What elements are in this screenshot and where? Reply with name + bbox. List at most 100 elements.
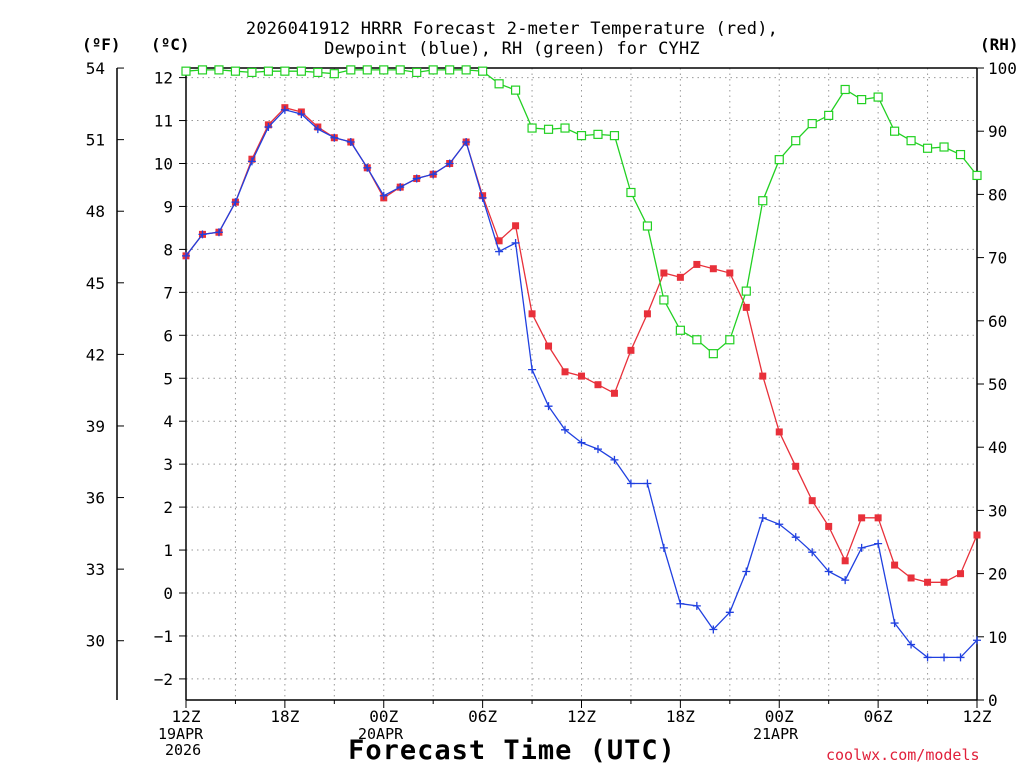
rh-point	[955, 149, 966, 160]
rh-point	[791, 136, 801, 146]
rh-point	[758, 196, 768, 206]
rh-point	[247, 67, 257, 78]
celsius-tick-label: 10	[154, 155, 173, 174]
rh-point	[609, 131, 620, 141]
temperature-point	[676, 273, 684, 281]
x-tick-label: 00Z	[765, 707, 794, 726]
temperature-point	[874, 514, 882, 522]
rh-point	[494, 79, 504, 89]
dewpoint-point	[445, 159, 454, 168]
rh-point	[840, 84, 850, 95]
rh-tick-label: 70	[988, 249, 1007, 268]
fahrenheit-tick-label: 39	[86, 417, 105, 436]
rh-tick-label: 90	[988, 122, 1007, 141]
rh-axis-label: (RH)	[980, 35, 1019, 54]
celsius-tick-label: 0	[163, 584, 173, 603]
dewpoint-point	[659, 543, 668, 552]
celsius-tick-label: 7	[163, 283, 173, 302]
rh-point	[461, 65, 471, 75]
rh-point	[560, 123, 570, 133]
dewpoint-point	[709, 625, 718, 634]
celsius-tick-label: 11	[154, 112, 173, 131]
rh-point	[692, 335, 702, 345]
dewpoint-point	[264, 122, 273, 131]
fahrenheit-tick-label: 45	[86, 274, 105, 293]
dewpoint-point	[808, 548, 817, 557]
dewpoint-point	[956, 653, 965, 662]
rh-point	[741, 286, 751, 296]
temperature-point	[726, 269, 734, 277]
rh-point	[181, 66, 191, 76]
dewpoint-point	[214, 228, 223, 237]
dewpoint-point	[791, 533, 800, 542]
celsius-tick-label: 9	[163, 197, 173, 216]
temperature-point	[742, 303, 750, 311]
rh-point	[263, 66, 273, 76]
temperature-point	[924, 578, 932, 586]
dewpoint-point	[758, 513, 767, 522]
dewpoint-point	[643, 479, 652, 488]
rh-point	[873, 92, 883, 102]
fahrenheit-tick-label: 48	[86, 202, 105, 221]
rh-point	[313, 67, 323, 78]
dewpoint-point	[841, 576, 850, 585]
temperature-point	[940, 578, 948, 586]
dewpoint-point	[577, 438, 586, 447]
chart-title-line-1: 2026041912 HRRR Forecast 2-meter Tempera…	[245, 19, 779, 39]
dewpoint-point	[940, 653, 949, 662]
x-tick-label: 06Z	[468, 707, 497, 726]
dewpoint-point	[280, 105, 289, 114]
temperature-point	[759, 372, 767, 380]
temperature-point	[578, 372, 585, 380]
rh-point	[346, 65, 356, 75]
dewpoint-series	[182, 105, 981, 662]
x-tick-label: 12Z	[172, 707, 201, 726]
celsius-tick-label: 12	[154, 69, 173, 88]
fahrenheit-tick-label: 36	[86, 489, 105, 508]
rh-tick-label: 10	[988, 628, 1007, 647]
temperature-point	[792, 462, 800, 470]
x-tick-label: 18Z	[270, 707, 299, 726]
dewpoint-point	[874, 539, 883, 548]
celsius-tick-label: 3	[163, 455, 173, 474]
temperature-point	[825, 522, 833, 530]
rh-point	[576, 131, 587, 141]
celsius-axis-label: (ºC)	[151, 35, 190, 54]
dewpoint-point	[247, 157, 256, 166]
temperature-point	[841, 557, 849, 565]
temperature-point	[495, 237, 503, 245]
rh-point	[362, 65, 372, 75]
dewpoint-point	[561, 425, 570, 434]
rh-point	[395, 65, 405, 75]
rh-point	[774, 155, 784, 165]
rh-tick-label: 100	[988, 59, 1017, 78]
celsius-tick-label: 2	[163, 498, 173, 517]
dewpoint-point	[478, 193, 487, 202]
temperature-point	[973, 531, 981, 539]
dewpoint-point	[923, 653, 932, 662]
dewpoint-point	[182, 251, 190, 260]
rh-point	[906, 136, 916, 146]
rh-point	[379, 65, 389, 75]
dewpoint-point	[593, 445, 602, 454]
celsius-tick-label: 4	[163, 412, 173, 431]
dewpoint-point	[412, 174, 421, 183]
dewpoint-point	[775, 520, 784, 529]
rh-point	[280, 66, 290, 76]
x-tick-label: 12Z	[963, 707, 992, 726]
rh-point	[824, 110, 834, 121]
rh-point	[857, 94, 867, 105]
fahrenheit-tick-label: 33	[86, 560, 105, 579]
rh-tick-label: 60	[988, 312, 1007, 331]
chart-title-line-2: Dewpoint (blue), RH (green) for CYHZ	[324, 39, 700, 59]
dewpoint-point	[313, 125, 322, 134]
rh-tick-label: 0	[988, 691, 998, 710]
temperature-point	[660, 269, 668, 277]
rh-point	[675, 325, 685, 335]
x-tick-label: 00Z	[369, 707, 398, 726]
temperature-point	[627, 346, 635, 354]
rh-point	[543, 124, 554, 134]
temperature-point	[545, 342, 553, 350]
celsius-tick-label: 6	[163, 326, 173, 345]
dewpoint-point	[824, 567, 833, 576]
